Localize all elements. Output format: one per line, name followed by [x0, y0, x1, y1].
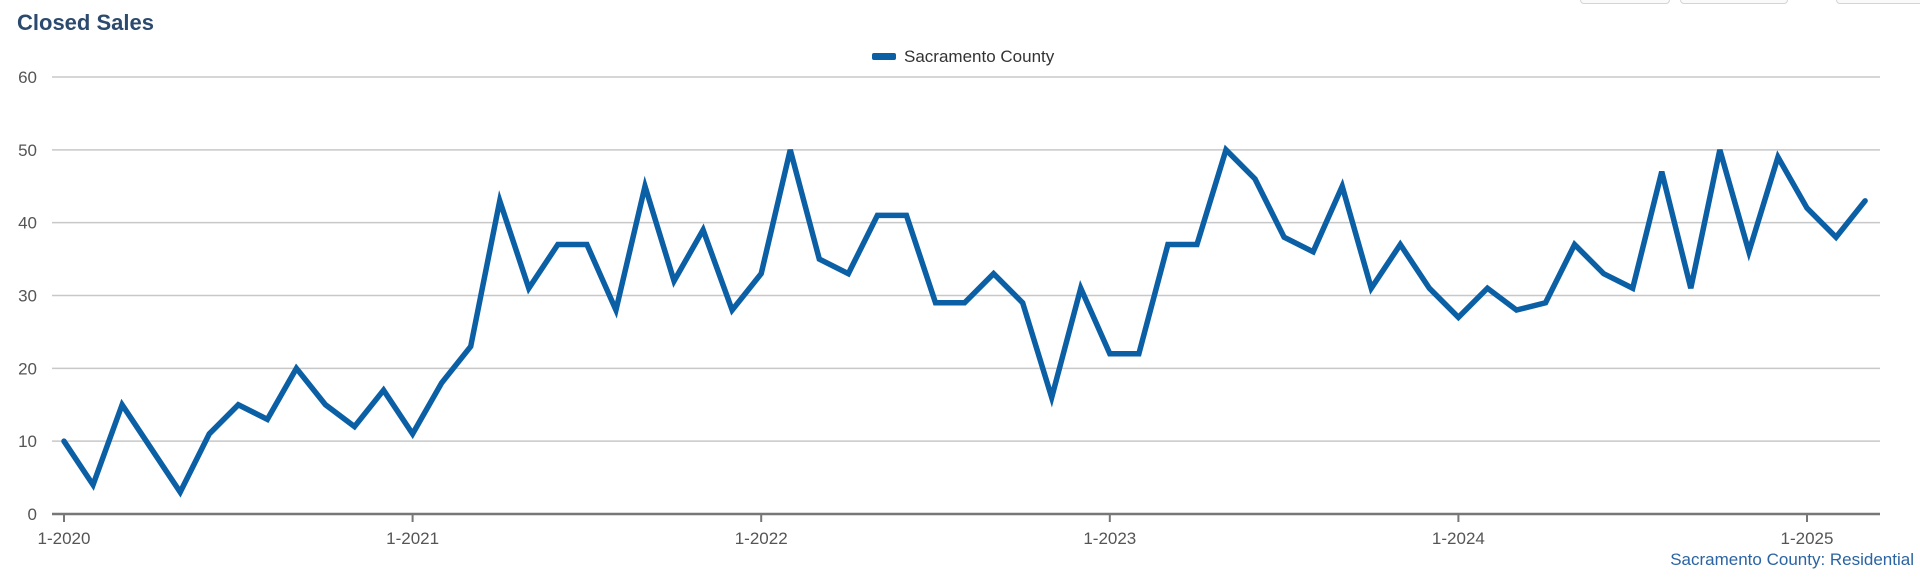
y-tick-label-60: 60 [18, 68, 37, 87]
x-tick-label-1-2024: 1-2024 [1432, 529, 1485, 548]
x-tick-label-1-2025: 1-2025 [1781, 529, 1834, 548]
chart-credit[interactable]: Sacramento County: Residential [1670, 550, 1914, 569]
x-axis: 1-2020 1-2021 1-2022 1-2023 1-2024 1-2025 [38, 512, 1880, 548]
y-tick-label-40: 40 [18, 214, 37, 233]
series-line-0 [61, 144, 1868, 498]
y-tick-label-20: 20 [18, 359, 37, 378]
grid-lines [52, 76, 1880, 442]
legend-label: Sacramento County [904, 47, 1055, 66]
x-tick-label-1-2020: 1-2020 [38, 529, 91, 548]
legend[interactable]: Sacramento County [872, 47, 1055, 66]
y-axis-ticks: 0 10 20 30 40 50 60 [18, 68, 37, 524]
x-tick-label-1-2023: 1-2023 [1083, 529, 1136, 548]
y-tick-label-50: 50 [18, 141, 37, 160]
y-tick-label-10: 10 [18, 432, 37, 451]
y-tick-label-30: 30 [18, 287, 37, 306]
x-tick-label-1-2021: 1-2021 [386, 529, 439, 548]
chart-title: Closed Sales [17, 10, 154, 35]
series-group [61, 144, 1868, 498]
legend-swatch [872, 53, 896, 60]
y-tick-label-0: 0 [28, 505, 37, 524]
x-tick-label-1-2022: 1-2022 [735, 529, 788, 548]
toolbar-button-3[interactable] [1836, 0, 1920, 4]
